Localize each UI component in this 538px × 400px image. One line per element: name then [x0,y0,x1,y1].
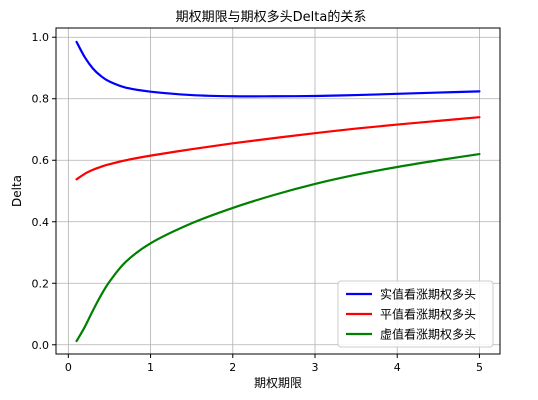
x-axis-label: 期权期限 [254,376,302,390]
legend-box [337,280,494,348]
y-tick-label: 0.6 [32,154,50,167]
x-tick-label: 3 [312,361,319,374]
series-lines [75,40,481,343]
legend-label: 平值看涨期权多头 [380,307,476,322]
plot-frame [55,27,501,355]
y-tick-label: 0.0 [32,339,50,352]
y-tick-label: 0.8 [32,93,50,106]
chart-title: 期权期限与期权多头Delta的关系 [176,9,367,25]
legend-label: 虚值看涨期权多头 [380,327,476,342]
series-line [75,116,481,181]
x-tick-label: 0 [65,361,72,374]
x-tick-label: 1 [147,361,154,374]
series-line [75,40,481,98]
x-tick-label: 2 [229,361,236,374]
ticks: 0 1 2 3 4 5 0.0 0.2 0.4 0.6 0.8 1.0 [32,31,483,374]
legend-label: 实值看涨期权多头 [380,287,476,302]
x-tick-label: 5 [476,361,483,374]
x-tick-label: 4 [394,361,401,374]
y-tick-label: 0.4 [32,216,50,229]
y-tick-label: 0.2 [32,277,50,290]
y-tick-label: 1.0 [32,31,50,44]
grid [56,28,500,354]
series-line [75,152,481,343]
y-axis-label: Delta [10,175,24,207]
